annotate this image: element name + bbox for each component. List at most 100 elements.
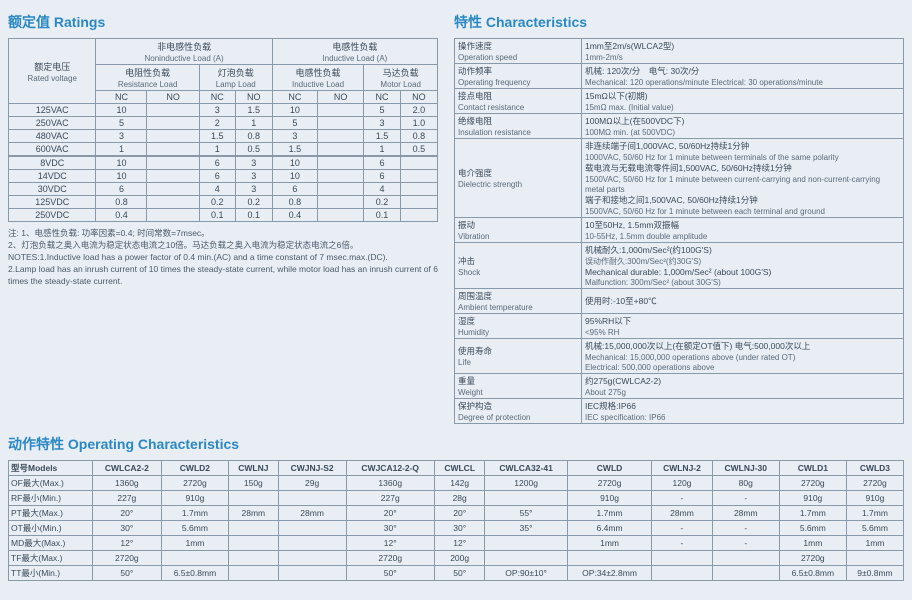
ratings-cell: 3 (364, 117, 400, 130)
char-label: 电介强度Dielectric strength (455, 139, 582, 218)
res-cn: 电阻性负载 (125, 68, 170, 78)
char-label: 操作速度Operation speed (455, 39, 582, 64)
ratings-cell: 10 (272, 156, 317, 170)
nc: NC (96, 91, 147, 104)
nc: NC (199, 91, 235, 104)
op-cell: 1mm (779, 536, 846, 551)
ratings-cell: 2.0 (400, 104, 437, 117)
char-label: 保护构造Degree of protection (455, 399, 582, 424)
ratings-row: 480VAC31.50.831.50.8 (9, 130, 438, 143)
motor-cn: 马达负载 (383, 68, 419, 78)
char-row: 动作频率Operating frequency机械: 120次/分 电气: 30… (455, 64, 904, 89)
op-cell: 6.5±0.8mm (161, 566, 228, 581)
res-en: Resistance Load (118, 80, 178, 89)
op-cell: 5.6mm (846, 521, 903, 536)
ratings-cell (317, 104, 363, 117)
op-cell: 910g (567, 491, 651, 506)
op-cell: 2720g (92, 551, 161, 566)
ratings-cell: 3 (96, 130, 147, 143)
ratings-cell: 0.1 (364, 209, 400, 222)
op-model-header: CWLNJ-30 (712, 461, 779, 476)
ratings-cell (400, 170, 437, 183)
ratings-cell: 0.2 (235, 196, 272, 209)
lamp-en: Lamp Load (216, 80, 256, 89)
char-row: 接点电阻Contact resistance15mΩ以下(初期)15mΩ max… (455, 89, 904, 114)
ratings-cell: 0.4 (96, 209, 147, 222)
op-cell (228, 491, 278, 506)
char-value: 非连续端子间1,000VAC, 50/60Hz持续1分钟1000VAC, 50/… (582, 139, 904, 218)
char-value: 约275g(CWLCA2-2)About 275g (582, 374, 904, 399)
op-cell: 2720g (846, 476, 903, 491)
ratings-cell: 0.5 (400, 143, 437, 157)
ratings-cell: 1 (96, 143, 147, 157)
op-cell (652, 551, 712, 566)
op-cell: 80g (712, 476, 779, 491)
ratings-cell (147, 170, 199, 183)
ratings-cell: 14VDC (9, 170, 96, 183)
op-cell: 1mm (161, 536, 228, 551)
ratings-cell: 1 (199, 143, 235, 157)
ratings-cell (147, 117, 199, 130)
ratings-cell (400, 156, 437, 170)
ratings-cell: 125VAC (9, 104, 96, 117)
op-cell: 12° (434, 536, 484, 551)
op-cell: 5.6mm (161, 521, 228, 536)
op-model-header: CWLD1 (779, 461, 846, 476)
ratings-cell (400, 183, 437, 196)
op-cell (567, 551, 651, 566)
op-cell: 35° (485, 521, 567, 536)
op-row: OF最大(Max.)1360g2720g150g29g1360g142g1200… (9, 476, 904, 491)
op-cell: - (652, 536, 712, 551)
ratings-cell: 0.1 (235, 209, 272, 222)
op-cell: 28mm (712, 506, 779, 521)
op-cell: 1.7mm (567, 506, 651, 521)
op-cell: OP:34±2.8mm (567, 566, 651, 581)
char-value: 15mΩ以下(初期)15mΩ max. (Initial value) (582, 89, 904, 114)
ratings-cell: 0.5 (235, 143, 272, 157)
nonind-cn: 非电感性负载 (157, 42, 211, 52)
char-row: 冲击Shock机械耐久:1,000m/Sec²(约100G'S)误动作耐久:30… (455, 243, 904, 289)
op-cell: 28mm (228, 506, 278, 521)
op-cell: - (712, 521, 779, 536)
no: NO (317, 91, 363, 104)
op-cell: 50° (434, 566, 484, 581)
ratings-cell: 1 (235, 117, 272, 130)
op-cell: 1360g (346, 476, 434, 491)
ratings-cell: 4 (199, 183, 235, 196)
op-cell (712, 566, 779, 581)
char-label: 使用寿命Life (455, 339, 582, 374)
ratings-cell: 125VDC (9, 196, 96, 209)
op-cell: 6.5±0.8mm (779, 566, 846, 581)
char-row: 操作速度Operation speed1mm至2m/s(WLCA2型)1mm-2… (455, 39, 904, 64)
ratings-cell: 0.2 (364, 196, 400, 209)
ratings-row: 30VDC64364 (9, 183, 438, 196)
ratings-cell: 30VDC (9, 183, 96, 196)
op-cell: 28mm (278, 506, 346, 521)
op-cell: 2720g (567, 476, 651, 491)
ratings-cell: 6 (272, 183, 317, 196)
op-cell: 5.6mm (779, 521, 846, 536)
ratings-cell: 1 (364, 143, 400, 157)
op-cell (278, 536, 346, 551)
char-row: 重量Weight约275g(CWLCA2-2)About 275g (455, 374, 904, 399)
ratings-cell: 6 (199, 156, 235, 170)
op-cell: 29g (278, 476, 346, 491)
ratings-cell: 600VAC (9, 143, 96, 157)
op-cell: 120g (652, 476, 712, 491)
characteristics-title: 特性 Characteristics (454, 12, 904, 32)
ratings-cell (317, 117, 363, 130)
motor-en: Motor Load (380, 80, 420, 89)
ratings-cell: 1.0 (400, 117, 437, 130)
ratings-row: 8VDC1063106 (9, 156, 438, 170)
op-cell: 28mm (652, 506, 712, 521)
op-cell: 20° (346, 506, 434, 521)
indl-cn: 电感性负载 (296, 68, 341, 78)
op-row-label: OF最大(Max.) (9, 476, 93, 491)
op-model-header: CWLNJ-2 (652, 461, 712, 476)
ratings-cell: 250VDC (9, 209, 96, 222)
ratings-cell (147, 130, 199, 143)
op-cell: 1200g (485, 476, 567, 491)
ratings-cell (317, 170, 363, 183)
char-row: 电介强度Dielectric strength非连续端子间1,000VAC, 5… (455, 139, 904, 218)
ratings-cell: 4 (364, 183, 400, 196)
